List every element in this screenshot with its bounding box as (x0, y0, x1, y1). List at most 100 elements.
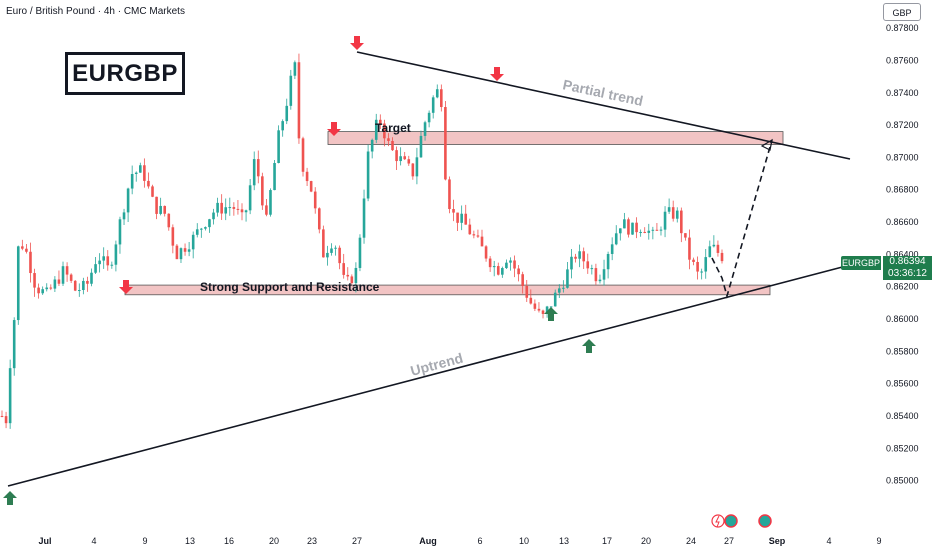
candle-body (273, 163, 276, 191)
candle-body (179, 248, 183, 260)
candle-body (248, 185, 252, 211)
candle-body (472, 234, 476, 236)
candle-body (126, 188, 130, 213)
lightning-icon[interactable] (711, 514, 725, 528)
candle-body (326, 252, 329, 258)
candle-body (509, 260, 512, 263)
candle-body (529, 297, 533, 304)
candle-body (680, 210, 683, 234)
candle-body (29, 251, 32, 274)
candle-body (252, 159, 256, 186)
candle-body (244, 210, 248, 213)
candle-body (358, 237, 362, 268)
candle-body (720, 252, 724, 262)
candle-body (517, 268, 520, 275)
candle-body (549, 306, 553, 308)
buy-arrow-icon (544, 307, 558, 321)
x-tick-label: 4 (826, 536, 831, 546)
candle-body (505, 262, 508, 269)
x-tick-label: 20 (641, 536, 651, 546)
y-tick-label: 0.87800 (886, 23, 919, 33)
y-tick-label: 0.85800 (886, 346, 919, 356)
candle-body (309, 181, 313, 192)
candle-body (114, 244, 118, 265)
candle-body (448, 179, 451, 210)
signal-markers (3, 36, 596, 505)
price-zone[interactable] (327, 131, 784, 145)
candle-body (155, 196, 158, 214)
candle-body (12, 320, 16, 369)
candle-body (684, 233, 687, 238)
candle-body (578, 251, 581, 259)
candle-body (692, 259, 695, 262)
candle-body (8, 368, 12, 424)
y-tick-label: 0.87600 (886, 55, 919, 65)
candle-body (501, 268, 504, 275)
candle-body (94, 264, 97, 273)
candle-body (631, 222, 634, 235)
y-tick-label: 0.86200 (886, 282, 919, 292)
event-icon-1[interactable] (724, 514, 738, 528)
x-axis: Jul 4 9 13 16 20 23 27 Aug 6 10 13 17 20 24 27 Sep 4 9 (38, 536, 881, 546)
candle-body (614, 233, 618, 245)
candle-body (41, 289, 44, 294)
candle-body (49, 287, 53, 289)
candle-body (696, 261, 699, 272)
candle-body (139, 165, 142, 173)
candle-body (537, 308, 541, 311)
candle-body (379, 119, 382, 124)
candle-body (704, 257, 708, 272)
candle-body (533, 303, 537, 309)
candle-body (464, 213, 468, 225)
candle-body (395, 150, 398, 162)
x-tick-label: 10 (519, 536, 529, 546)
x-tick-label: 27 (352, 536, 362, 546)
candle-body (0, 415, 4, 417)
candle-body (496, 266, 500, 275)
sell-arrow-icon (119, 280, 133, 294)
bottom-icons (711, 514, 772, 528)
candle-body (667, 207, 671, 212)
candle-body (82, 280, 85, 291)
x-tick-label: 24 (686, 536, 696, 546)
candle-body (354, 267, 358, 284)
candle-body (118, 219, 122, 245)
candle-body (122, 212, 126, 220)
y-tick-label: 0.87200 (886, 120, 919, 130)
x-tick-label: 16 (224, 536, 234, 546)
currency-button[interactable]: GBP (883, 3, 921, 21)
uptrend-line[interactable] (7, 264, 851, 487)
y-tick-label: 0.86400 (886, 249, 919, 259)
candle-body (521, 274, 524, 286)
candle-body (212, 212, 215, 220)
candle-body (374, 119, 378, 140)
candle-body (688, 237, 691, 260)
candle-body (61, 266, 65, 284)
candle-body (484, 246, 488, 259)
candle-body (334, 247, 337, 249)
candle-body (610, 244, 614, 254)
candle-body (33, 273, 36, 288)
candle-body (708, 246, 712, 258)
candle-body (53, 279, 57, 289)
candle-body (383, 123, 386, 139)
sell-arrow-icon (350, 36, 364, 50)
candle-body (330, 248, 333, 253)
candle-body (269, 190, 272, 215)
support-label: Strong Support and Resistance (200, 280, 380, 294)
candle-body (362, 198, 366, 238)
candle-body (602, 269, 606, 280)
candle-body (216, 202, 219, 213)
candle-body (240, 209, 244, 213)
candle-body (647, 230, 651, 233)
candle-body (557, 288, 561, 293)
candle-body (77, 290, 81, 292)
candle-body (635, 222, 638, 233)
lightning-glyph (715, 515, 720, 528)
candle-body (366, 151, 370, 199)
event-icon-2[interactable] (758, 514, 772, 528)
projection-path (711, 139, 773, 299)
partial-trend-line[interactable] (356, 51, 851, 160)
candle-body (69, 274, 73, 281)
